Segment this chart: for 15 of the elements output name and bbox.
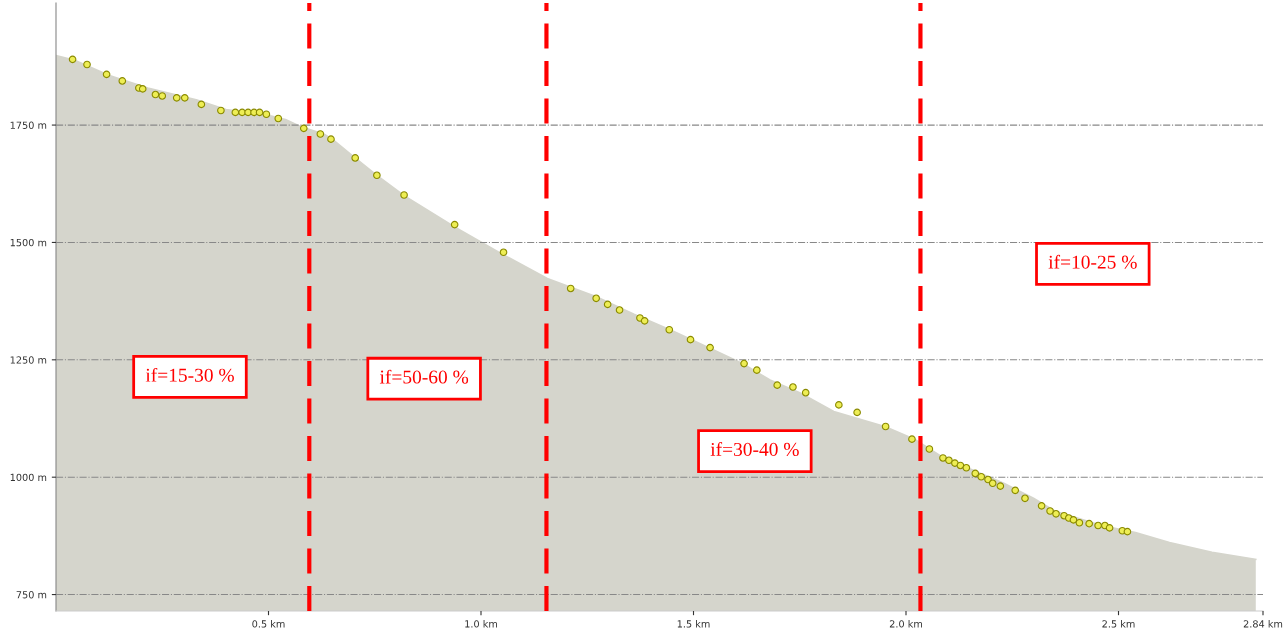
y-tick-label: 1250 m	[10, 356, 47, 364]
annotation: if=15-30 %	[145, 367, 234, 382]
x-tick-label: 2.0 km	[889, 620, 922, 628]
y-tick-label: 1000 m	[10, 473, 47, 482]
x-tick-label: 1.0 km	[465, 620, 497, 628]
y-tick-label: 1500 m	[10, 238, 47, 247]
x-tick-label: 2.5 km	[1102, 620, 1135, 628]
y-tick-label: 750 m	[16, 591, 47, 599]
y-tick-label: 1750 m	[10, 121, 47, 129]
annotation: if=50-60 %	[379, 369, 469, 384]
annotation: if=10-25 %	[1048, 254, 1137, 269]
x-tick-label: 1.5 km	[677, 620, 710, 628]
x-tick-label: 0.5 km	[252, 620, 285, 628]
annotation: if=30-40 %	[710, 442, 799, 457]
x-tick-label: 2.84 km	[1243, 620, 1283, 628]
